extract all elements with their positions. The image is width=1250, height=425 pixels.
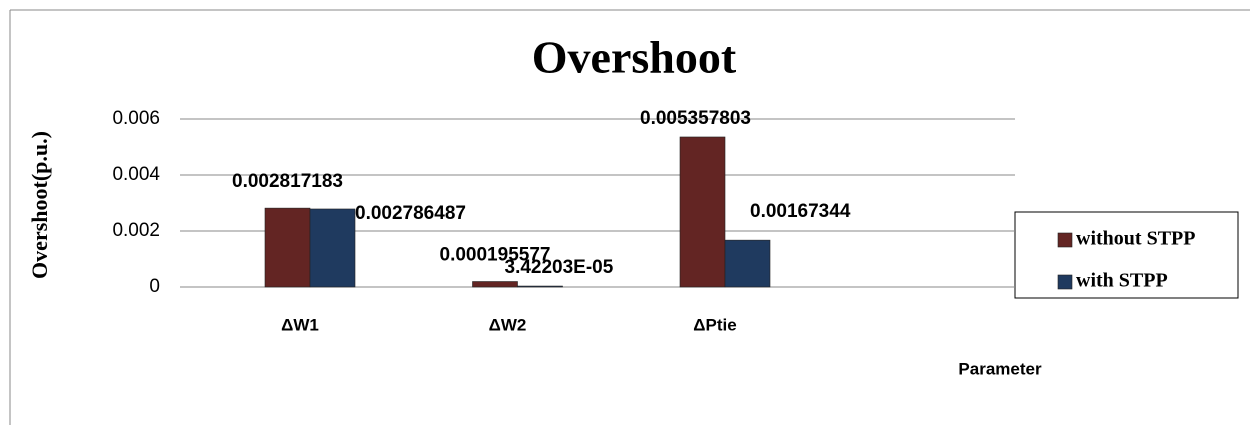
y-tick-label: 0.002	[112, 220, 160, 241]
data-label: 0.00167344	[750, 201, 851, 222]
legend-swatch	[1057, 232, 1073, 248]
chart-title: Overshoot	[532, 32, 737, 83]
bar	[472, 281, 518, 288]
y-tick-label: 0.004	[112, 164, 160, 185]
x-tick-label: ΔPtie	[693, 315, 736, 334]
data-label: 0.002817183	[232, 171, 343, 192]
bar	[679, 136, 726, 288]
data-label: 0.000195577	[440, 245, 551, 266]
y-axis-title: Overshoot(p.u.)	[27, 131, 52, 279]
y-tick-label: 0.006	[112, 108, 160, 129]
x-tick-label: ΔW2	[489, 315, 527, 334]
data-label: 0.002786487	[355, 203, 466, 224]
bar	[309, 208, 356, 288]
x-tick-label: ΔW1	[281, 315, 319, 334]
legend-label: without STPP	[1076, 228, 1195, 250]
y-tick-label: 0	[149, 276, 160, 297]
x-axis-title: Parameter	[958, 359, 1042, 378]
bar	[724, 239, 771, 288]
legend-swatch	[1057, 274, 1073, 290]
data-label: 3.42203E-05	[505, 257, 614, 278]
bar	[264, 207, 311, 288]
bar	[517, 285, 563, 288]
legend-label: with STPP	[1076, 270, 1168, 292]
legend-box	[1014, 211, 1239, 299]
data-label: 0.005357803	[640, 108, 751, 129]
